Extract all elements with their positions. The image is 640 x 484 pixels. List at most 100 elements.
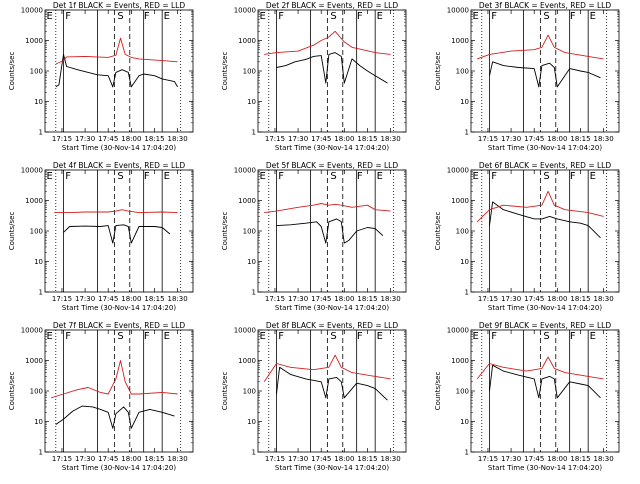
x-tick-label: 17:30 <box>288 455 308 463</box>
x-axis-label: Start Time (30-Nov-14 17:04:20) <box>275 144 389 152</box>
detector-plot: Det 7f BLACK = Events, RED = LLD 1 10 100 10… <box>8 321 194 472</box>
x-tick-label: 18:15 <box>570 295 590 303</box>
plot-frame <box>257 9 407 133</box>
panel-title: Det 1f BLACK = Events, RED = LLD <box>53 1 186 10</box>
y-tick-label: 10 <box>34 418 43 426</box>
region-label: E <box>46 171 52 182</box>
y-tick-label: 1 <box>39 129 43 137</box>
detector-plot: Det 6f BLACK = Events, RED = LLD 1 10 100 10… <box>434 161 620 312</box>
events-series-line <box>55 405 175 429</box>
lld-series-line <box>476 356 604 380</box>
detector-panel: Det 4f BLACK = Events, RED = LLD 1 10 100 10… <box>0 160 213 320</box>
x-tick-label: 18:00 <box>121 135 141 143</box>
y-tick-label: 1000 <box>25 197 43 205</box>
region-label: E <box>46 331 52 342</box>
events-series-line <box>63 224 171 244</box>
region-label: S <box>543 11 549 22</box>
panel-title: Det 9f BLACK = Events, RED = LLD <box>479 321 612 330</box>
detector-plot: Det 4f BLACK = Events, RED = LLD 1 10 100 10… <box>8 161 194 312</box>
region-label: F <box>491 331 497 342</box>
region-label: S <box>330 11 336 22</box>
x-tick-label: 17:45 <box>98 295 118 303</box>
region-label: S <box>117 331 123 342</box>
x-tick-label: 18:30 <box>380 135 400 143</box>
region-label: F <box>491 171 497 182</box>
x-tick-label: 17:15 <box>478 135 498 143</box>
detector-plot: Det 9f BLACK = Events, RED = LLD 1 10 100 10… <box>434 321 620 472</box>
y-tick-label: 10000 <box>21 167 43 175</box>
x-tick-label: 18:30 <box>167 295 187 303</box>
region-label: F <box>144 331 150 342</box>
x-tick-label: 18:30 <box>593 135 613 143</box>
x-tick-label: 18:15 <box>570 455 590 463</box>
x-tick-label: 18:30 <box>167 455 187 463</box>
detector-plot: Det 2f BLACK = Events, RED = LLD 1 10 100 10… <box>221 1 407 152</box>
region-label: S <box>543 171 549 182</box>
y-tick-label: 10000 <box>447 7 469 15</box>
x-tick-label: 17:45 <box>524 455 544 463</box>
x-tick-label: 17:30 <box>501 455 521 463</box>
x-tick-label: 18:15 <box>144 455 164 463</box>
x-tick-label: 18:15 <box>357 295 377 303</box>
y-tick-label: 100 <box>243 388 256 396</box>
y-tick-label: 10 <box>247 258 256 266</box>
y-tick-label: 10 <box>460 418 469 426</box>
x-tick-label: 18:30 <box>380 455 400 463</box>
x-tick-label: 17:30 <box>75 135 95 143</box>
plot-frame <box>470 9 620 133</box>
region-label: S <box>330 331 336 342</box>
x-axis-label: Start Time (30-Nov-14 17:04:20) <box>62 464 176 472</box>
x-tick-label: 17:45 <box>98 455 118 463</box>
y-axis-label: Counts/sec <box>8 212 16 251</box>
panel-title: Det 3f BLACK = Events, RED = LLD <box>479 1 612 10</box>
region-label: E <box>259 171 265 182</box>
x-tick-label: 17:15 <box>478 295 498 303</box>
y-axis-label: Counts/sec <box>221 52 229 91</box>
detector-plot: Det 3f BLACK = Events, RED = LLD 1 10 100 10… <box>434 1 620 152</box>
x-tick-label: 17:30 <box>288 135 308 143</box>
y-tick-label: 100 <box>456 68 469 76</box>
y-tick-label: 100 <box>456 388 469 396</box>
region-label: E <box>377 171 383 182</box>
x-tick-label: 17:45 <box>311 135 331 143</box>
y-tick-label: 1000 <box>451 197 469 205</box>
y-tick-label: 100 <box>30 388 43 396</box>
y-tick-label: 1000 <box>238 197 256 205</box>
region-label: F <box>570 331 576 342</box>
region-label: E <box>259 11 265 22</box>
panel-title: Det 2f BLACK = Events, RED = LLD <box>266 1 399 10</box>
x-tick-label: 18:15 <box>357 135 377 143</box>
x-axis-label: Start Time (30-Nov-14 17:04:20) <box>488 464 602 472</box>
region-label: F <box>491 11 497 22</box>
region-label: S <box>117 171 123 182</box>
lld-series-line <box>54 209 178 214</box>
x-tick-label: 18:00 <box>334 295 354 303</box>
y-tick-label: 1 <box>465 129 469 137</box>
y-tick-label: 10000 <box>447 167 469 175</box>
y-tick-label: 100 <box>456 228 469 236</box>
y-tick-label: 10000 <box>21 327 43 335</box>
x-axis-label: Start Time (30-Nov-14 17:04:20) <box>62 144 176 152</box>
y-tick-label: 1000 <box>238 37 256 45</box>
events-series-line <box>489 61 601 88</box>
x-tick-label: 18:15 <box>144 135 164 143</box>
y-tick-label: 1000 <box>25 357 43 365</box>
x-axis-label: Start Time (30-Nov-14 17:04:20) <box>488 144 602 152</box>
y-axis-label: Counts/sec <box>8 52 16 91</box>
events-series-line <box>276 52 388 84</box>
panel-title: Det 4f BLACK = Events, RED = LLD <box>53 161 186 170</box>
region-label: F <box>278 11 284 22</box>
detector-panel: Det 3f BLACK = Events, RED = LLD 1 10 100 10… <box>426 0 639 160</box>
region-label: F <box>65 171 71 182</box>
x-tick-label: 18:00 <box>547 455 567 463</box>
lld-series-line <box>55 37 178 65</box>
y-tick-label: 1000 <box>25 37 43 45</box>
x-tick-label: 17:30 <box>288 295 308 303</box>
events-series-line <box>489 364 601 399</box>
region-label: E <box>377 331 383 342</box>
y-tick-label: 1 <box>465 449 469 457</box>
lld-series-line <box>263 354 391 383</box>
x-tick-label: 17:30 <box>75 455 95 463</box>
detector-panel: Det 9f BLACK = Events, RED = LLD 1 10 100 10… <box>426 320 639 480</box>
